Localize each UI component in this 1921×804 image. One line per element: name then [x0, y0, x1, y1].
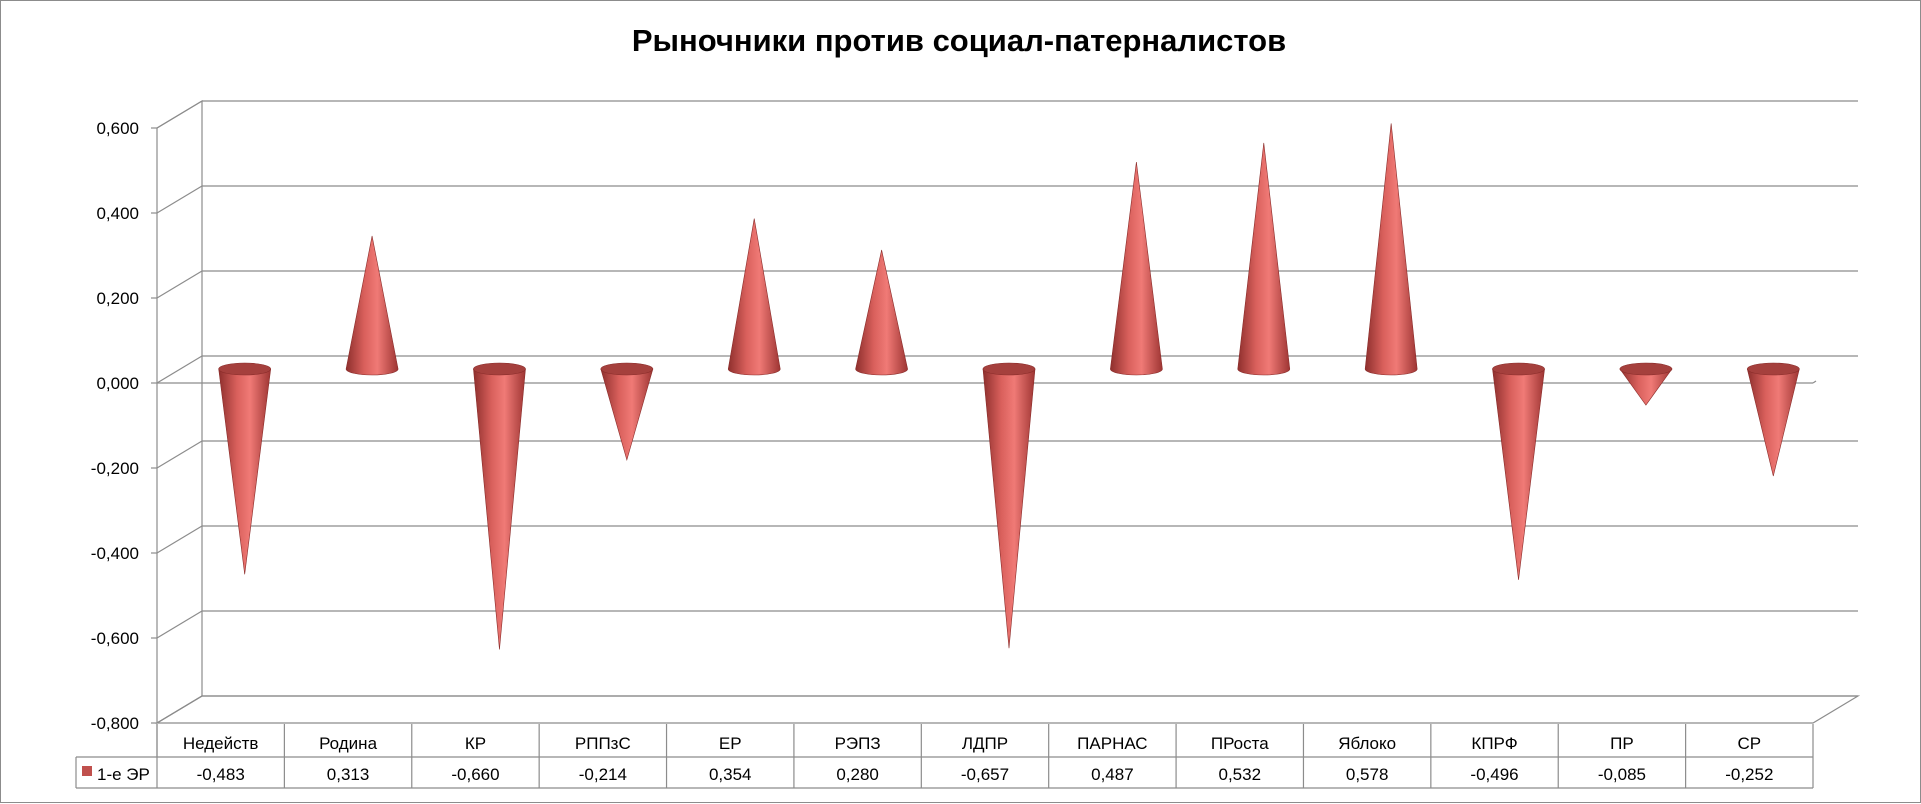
value-label: 0,280 — [836, 765, 879, 784]
category-label: СР — [1737, 734, 1761, 753]
zero-line-end — [1812, 380, 1817, 384]
cone-mark — [1619, 362, 1673, 406]
cone-mark — [855, 249, 908, 376]
cone-body — [727, 218, 781, 376]
y-tick-label: 0,600 — [96, 119, 139, 138]
cone-body — [1110, 161, 1163, 376]
y-axis: 0,600 0,400 0,200 0,000 -0,200 -0,400 -0,600 -0… — [91, 119, 157, 733]
side-wall — [156, 99, 203, 725]
cone-body — [1746, 368, 1800, 477]
cone-body — [473, 368, 526, 650]
gridlines — [154, 99, 1861, 725]
y-tick-label: -0,400 — [91, 544, 139, 563]
category-label: ЛДПР — [962, 734, 1008, 753]
category-label: Недейств — [183, 734, 259, 753]
category-label: Яблоко — [1338, 734, 1396, 753]
cone-base — [600, 362, 654, 376]
cone-base — [1747, 362, 1800, 376]
gridline-diagonal — [156, 100, 203, 129]
cone-mark — [1492, 362, 1545, 580]
category-label: ПРоста — [1211, 734, 1269, 753]
category-label: Родина — [319, 734, 377, 753]
cone-mark — [1237, 142, 1291, 376]
cone-mark — [727, 218, 781, 376]
gridline-diagonal — [156, 185, 203, 214]
cone-base — [1619, 362, 1673, 376]
gridline-diagonal — [156, 440, 203, 469]
value-label: -0,085 — [1598, 765, 1646, 784]
value-label: -0,660 — [451, 765, 499, 784]
gridline-diagonal — [156, 525, 203, 554]
cone-body — [1492, 368, 1545, 580]
value-label: 0,354 — [709, 765, 752, 784]
category-label: ПР — [1610, 734, 1634, 753]
cone-mark — [218, 362, 272, 575]
value-label: 0,313 — [327, 765, 370, 784]
cone-series — [218, 123, 1800, 650]
value-label: -0,657 — [961, 765, 1009, 784]
value-label: -0,483 — [197, 765, 245, 784]
y-tick-label: -0,200 — [91, 459, 139, 478]
floor — [154, 695, 1861, 724]
category-label: КР — [465, 734, 486, 753]
data-table: Недейств -0,483 Родина 0,313 КР -0,660 РППзС -0… — [75, 724, 1814, 789]
gridline-diagonal — [156, 270, 203, 299]
value-label: 0,487 — [1091, 765, 1134, 784]
y-tick-label: -0,800 — [91, 714, 139, 733]
gridline-diagonal — [156, 610, 203, 639]
cone-mark — [600, 362, 654, 462]
gridline-diagonal — [156, 355, 203, 384]
cone-mark — [1746, 362, 1800, 477]
cone-body — [855, 249, 908, 376]
cone-mark — [345, 235, 399, 376]
cone-mark — [473, 362, 526, 650]
category-label: ПАРНАС — [1077, 734, 1147, 753]
cone-body — [982, 368, 1036, 649]
value-label: -0,214 — [579, 765, 627, 784]
cone-body — [600, 368, 654, 462]
category-label: КПРФ — [1471, 734, 1517, 753]
gridline-diagonal — [156, 695, 203, 724]
cone-mark — [1110, 161, 1163, 376]
y-tick-label: 0,400 — [96, 204, 139, 223]
value-label: 0,532 — [1218, 765, 1261, 784]
category-label: РЭПЗ — [835, 734, 881, 753]
y-tick-label: 0,200 — [96, 289, 139, 308]
cone-base — [982, 362, 1036, 376]
cone-base — [473, 362, 526, 376]
cone-base — [1492, 362, 1545, 376]
cone-mark — [982, 362, 1036, 649]
category-label: РППзС — [575, 734, 631, 753]
legend-label: 1-е ЭР — [97, 765, 150, 784]
value-label: 0,578 — [1346, 765, 1389, 784]
y-tick-label: 0,000 — [96, 374, 139, 393]
cone-body — [345, 235, 399, 376]
chart-title: Рыночники против социал-патерналистов — [632, 23, 1286, 58]
cone-body — [218, 368, 272, 575]
category-label: ЕР — [719, 734, 742, 753]
value-label: -0,252 — [1725, 765, 1773, 784]
cone-body — [1364, 123, 1418, 376]
y-tick-label: -0,600 — [91, 629, 139, 648]
cone-body — [1237, 142, 1291, 376]
value-label: -0,496 — [1470, 765, 1518, 784]
legend-swatch — [82, 766, 92, 776]
cone-mark — [1364, 123, 1418, 376]
cone-base — [218, 362, 271, 376]
